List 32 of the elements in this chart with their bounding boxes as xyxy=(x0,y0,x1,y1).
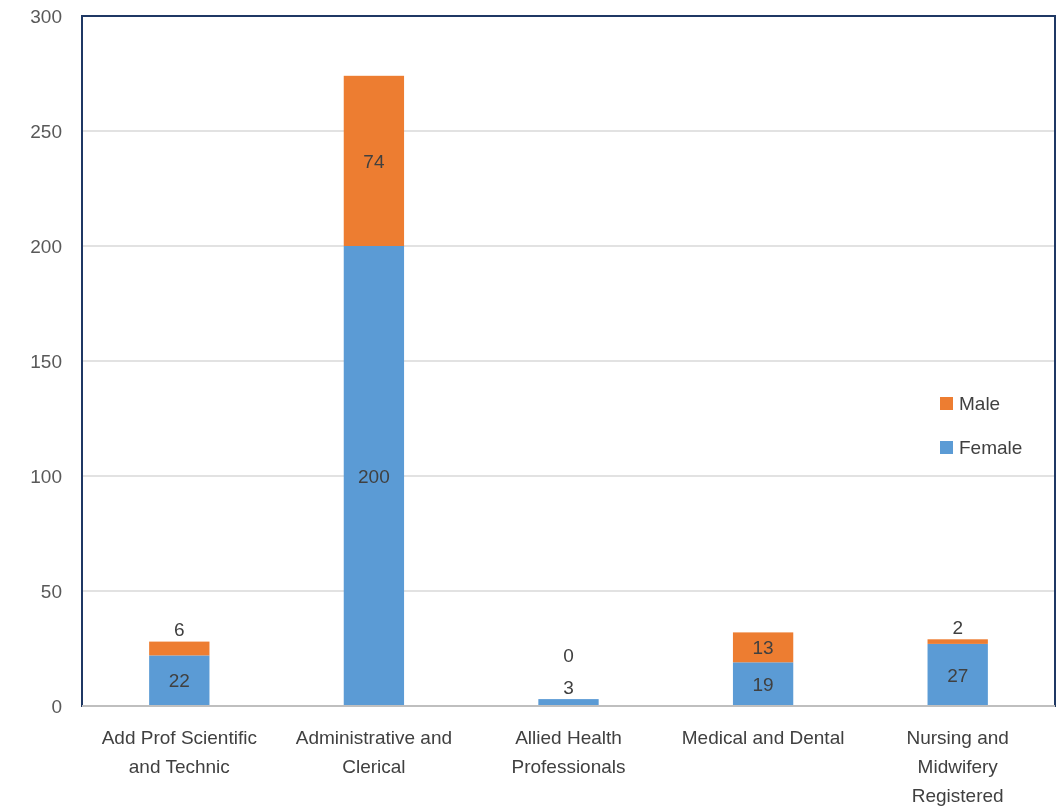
data-label: 19 xyxy=(752,673,774,695)
data-label: 6 xyxy=(174,619,185,641)
y-tick-label: 250 xyxy=(30,120,62,142)
y-tick-label: 100 xyxy=(30,465,62,487)
bar xyxy=(927,639,988,644)
x-tick-label: Nursing and Midwifery Registered xyxy=(906,727,1009,806)
data-label: 3 xyxy=(563,676,574,698)
data-label: 22 xyxy=(168,670,190,692)
x-tick-label: Administrative and Clerical xyxy=(295,727,453,777)
data-label: 74 xyxy=(363,150,385,172)
y-tick-label: 300 xyxy=(30,5,62,27)
y-tick-label: 200 xyxy=(30,235,62,257)
x-tick-label: Medical and Dental xyxy=(681,727,845,748)
bar xyxy=(343,75,405,246)
bar xyxy=(732,632,794,663)
legend-label: Female xyxy=(959,436,1023,458)
bar xyxy=(149,641,210,656)
x-tick-label: Add Prof Scientific and Technic xyxy=(101,727,257,777)
y-tick-label: 0 xyxy=(51,695,62,717)
bar xyxy=(149,655,210,706)
bar xyxy=(927,643,988,706)
x-tick-label: Allied Health Professionals xyxy=(511,727,626,777)
y-tick-label: 150 xyxy=(30,350,62,372)
data-label: 200 xyxy=(358,465,390,487)
y-tick-label: 50 xyxy=(40,580,62,602)
data-label: 0 xyxy=(563,644,574,666)
data-label: 2 xyxy=(952,616,963,638)
data-label: 27 xyxy=(947,664,969,686)
legend-label: Male xyxy=(959,392,1001,414)
bar xyxy=(732,662,794,706)
bar xyxy=(343,246,405,706)
data-label: 13 xyxy=(752,637,774,658)
